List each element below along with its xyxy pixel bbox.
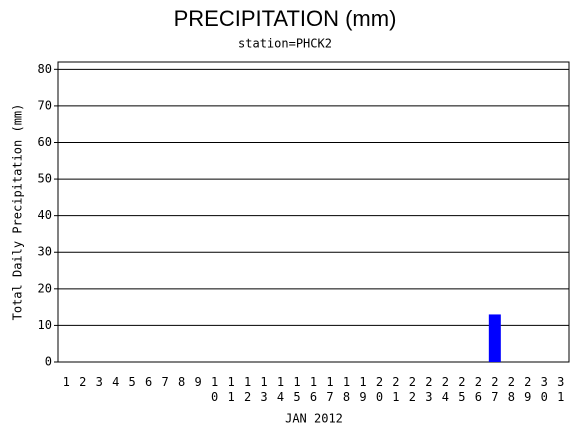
y-tick-label: 70	[38, 98, 52, 112]
x-tick-label: 9	[194, 375, 201, 389]
x-tick-label: 5	[129, 375, 136, 389]
chart-subtitle: station=PHCK2	[238, 37, 332, 51]
y-tick-label: 20	[38, 281, 52, 295]
y-tick-label: 60	[38, 135, 52, 149]
x-tick-label: 3	[96, 375, 103, 389]
y-axis-label: Total Daily Precipitation (mm)	[11, 104, 25, 321]
y-tick-label: 50	[38, 172, 52, 186]
y-tick-label: 0	[45, 355, 52, 369]
x-axis-label: JAN 2012	[285, 412, 343, 426]
x-tick-label: 8	[178, 375, 185, 389]
y-tick-label: 40	[38, 208, 52, 222]
x-tick-label: 2	[79, 375, 86, 389]
chart-title: PRECIPITATION (mm)	[174, 6, 397, 31]
x-tick-label: 6	[145, 375, 152, 389]
y-tick-label: 80	[38, 62, 52, 76]
x-tick-label: 7	[162, 375, 169, 389]
x-tick-label: 4	[112, 375, 119, 389]
y-tick-label: 10	[38, 318, 52, 332]
x-tick-label: 1	[63, 375, 70, 389]
y-tick-label: 30	[38, 245, 52, 259]
bar	[488, 314, 501, 362]
